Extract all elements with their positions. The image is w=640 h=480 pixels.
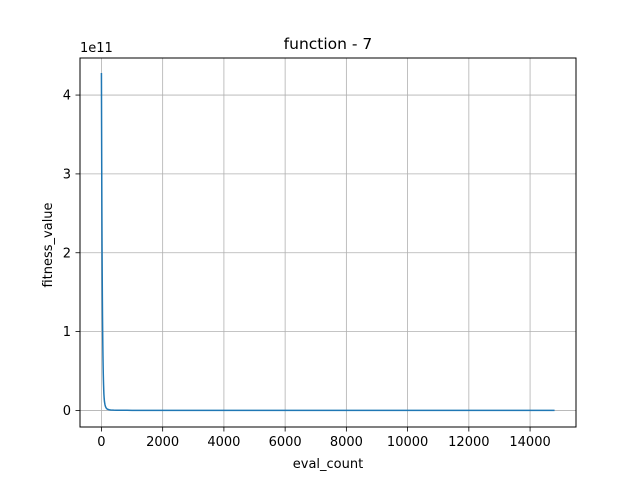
x-tick-label: 8000 xyxy=(330,435,363,450)
x-tick-label: 12000 xyxy=(448,435,489,450)
x-tick-label: 0 xyxy=(97,435,105,450)
x-tick-label: 10000 xyxy=(387,435,428,450)
chart-title: function - 7 xyxy=(284,35,373,53)
axes-frame xyxy=(79,57,577,428)
y-axis-ticks: 0 1 2 3 4 xyxy=(63,89,80,419)
x-tick-label: 2000 xyxy=(146,435,179,450)
series-layer xyxy=(100,72,555,412)
y-axis-label: fitness_value xyxy=(41,202,56,287)
plot-area xyxy=(80,58,576,427)
y-tick-label: 3 xyxy=(63,167,71,182)
y-tick-label: 0 xyxy=(63,404,71,419)
x-tick-label: 14000 xyxy=(509,435,550,450)
x-axis-ticks: 0 2000 4000 6000 8000 10000 12000 14000 xyxy=(97,427,551,450)
x-tick-label: 4000 xyxy=(207,435,240,450)
y-tick-label: 1 xyxy=(63,325,71,340)
x-axis-label: eval_count xyxy=(293,457,363,472)
y-tick-label: 2 xyxy=(63,246,71,261)
y-tick-label: 4 xyxy=(63,89,71,104)
series-line xyxy=(100,72,555,412)
x-tick-label: 6000 xyxy=(269,435,302,450)
y-axis-offset-label: 1e11 xyxy=(80,41,113,56)
